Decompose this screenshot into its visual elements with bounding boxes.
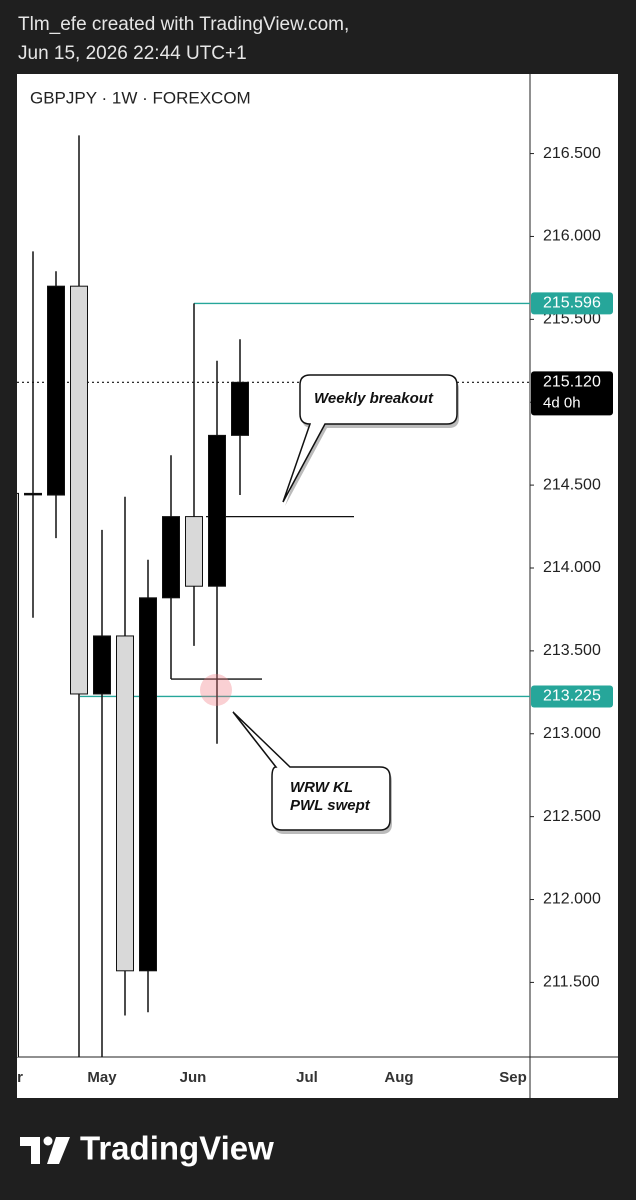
logo-mark — [43, 1136, 53, 1146]
x-tick-label: r — [17, 1069, 23, 1086]
footer-brand: TradingView — [80, 1130, 274, 1167]
y-tick-label: 216.500 — [543, 145, 601, 162]
candle-body — [231, 381, 249, 436]
candle-body — [185, 516, 203, 587]
x-tick-label: Sep — [499, 1069, 527, 1086]
callout — [282, 374, 458, 503]
candle-body — [93, 635, 111, 695]
plot-area — [17, 135, 530, 1057]
annotation-text: PWL swept — [290, 797, 371, 814]
header-line: Jun 15, 2026 22:44 UTC+1 — [18, 43, 247, 64]
candle-body — [24, 492, 42, 496]
x-tick-label: May — [87, 1069, 117, 1086]
x-tick-label: Aug — [384, 1069, 413, 1086]
countdown: 4d 0h — [543, 394, 581, 411]
candle-body — [162, 516, 180, 599]
x-tick-label: Jun — [180, 1069, 207, 1086]
logo — [20, 1136, 70, 1164]
candle-body — [208, 434, 226, 587]
axes: 211.500 212.000 212.500 213.000 213.500 214.0… — [17, 145, 613, 1086]
annotation-text: Weekly breakout — [314, 390, 434, 407]
level-badge — [531, 685, 613, 708]
y-tick-label: 213.500 — [543, 642, 601, 659]
y-tick-label: 213.000 — [543, 725, 601, 742]
sweep-marker — [200, 674, 232, 706]
y-tick-label: 215.500 — [543, 311, 601, 328]
y-tick-label: 214.500 — [543, 476, 601, 493]
level-label: 213.225 — [543, 688, 601, 705]
last-price-label: 215.120 — [543, 374, 601, 391]
candle-body — [139, 597, 157, 972]
y-tick-label: 216.000 — [543, 228, 601, 245]
y-tick-label: 212.000 — [543, 891, 601, 908]
candle-body — [70, 285, 88, 695]
last-price-badge — [531, 371, 613, 416]
level-label: 215.596 — [543, 295, 601, 312]
logo-mark — [20, 1137, 40, 1164]
logo-mark — [47, 1137, 70, 1164]
y-tick-label: 211.500 — [543, 974, 600, 991]
x-tick-label: Jul — [296, 1069, 318, 1086]
annotation-text: WRW KL — [290, 779, 353, 796]
y-tick-label: 214.000 — [543, 559, 601, 576]
candle-body — [116, 635, 134, 972]
callout — [232, 711, 391, 831]
header-line: Tlm_efe created with TradingView.com, — [18, 14, 350, 35]
y-tick-label: 212.500 — [543, 808, 601, 825]
candle-body — [47, 285, 65, 496]
level-badge — [531, 292, 613, 315]
chart-panel — [17, 74, 618, 1098]
candle-body — [17, 492, 19, 1057]
chart-title: GBPJPY · 1W · FOREXCOM — [30, 88, 251, 107]
